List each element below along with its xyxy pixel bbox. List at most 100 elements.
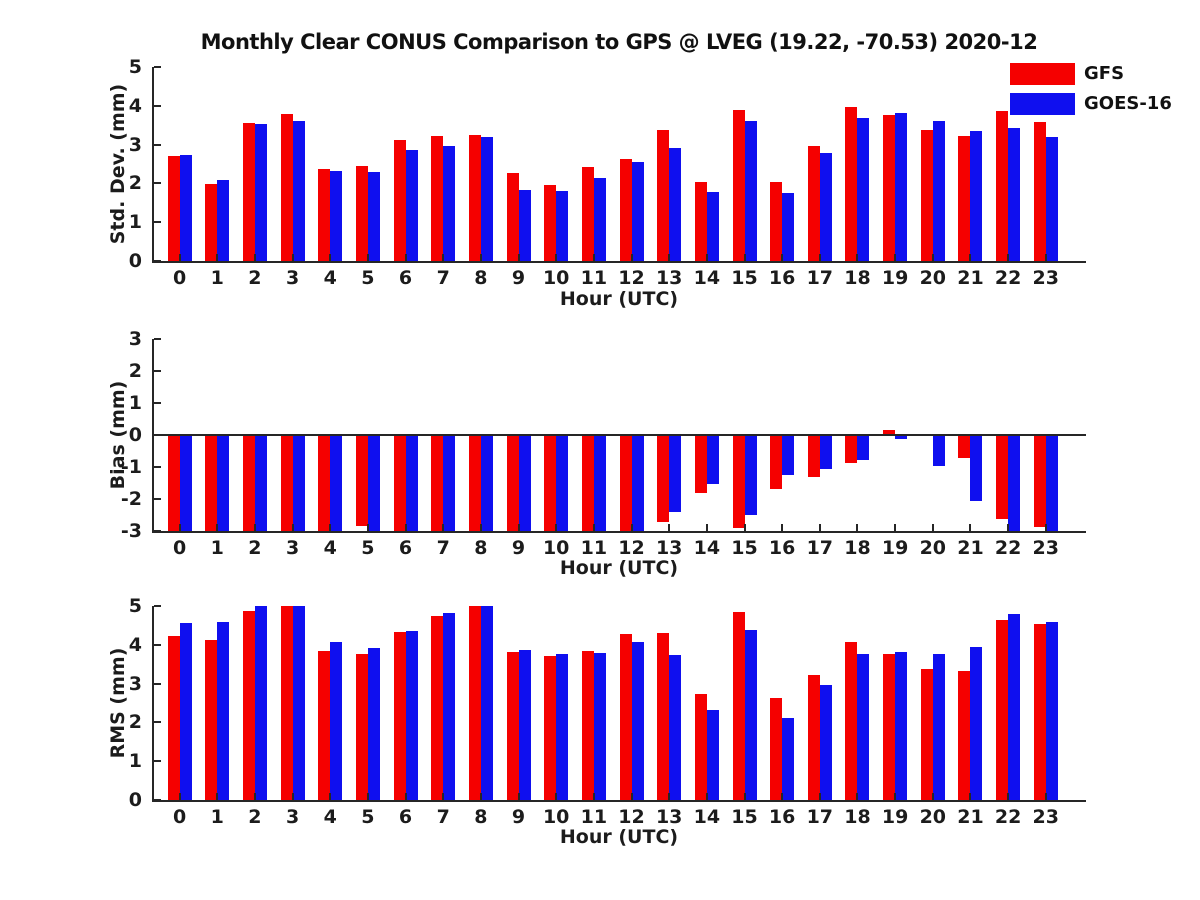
x-tick-label: 1 [210, 267, 224, 289]
y-tick-mark [154, 338, 161, 340]
bar-goes-16 [292, 606, 305, 800]
bar-gfs [807, 435, 820, 477]
bar-gfs [883, 115, 896, 261]
x-tick-mark [1044, 793, 1047, 800]
x-tick-label: 13 [655, 267, 683, 289]
x-tick-mark [253, 793, 256, 800]
bar-gfs [694, 694, 707, 800]
x-tick-mark [856, 524, 859, 531]
x-tick-mark [668, 524, 671, 531]
x-tick-mark [404, 793, 407, 800]
y-tick-mark [154, 260, 161, 262]
bar-goes-16 [706, 435, 719, 484]
y-tick-label: 5 [128, 595, 142, 617]
y-tick-mark [154, 721, 161, 724]
bar-gfs [770, 435, 783, 490]
bar-gfs [167, 636, 180, 800]
x-tick-mark [253, 254, 256, 261]
x-tick-label: 23 [1032, 806, 1059, 828]
y-tick-mark [154, 799, 161, 801]
x-tick-label: 3 [285, 267, 300, 289]
x-tick-mark [404, 524, 407, 531]
bar-goes-16 [292, 120, 305, 261]
y-tick-label: 0 [128, 250, 142, 272]
bar-gfs [807, 145, 820, 261]
bar-gfs [920, 129, 933, 261]
bar-goes-16 [857, 435, 870, 460]
bar-gfs [732, 435, 745, 528]
x-tick-mark [329, 524, 332, 531]
x-tick-label: 15 [731, 806, 758, 828]
plot-area-rms: 0 1 2 3 4 5 0 1 2 3 4 5 6 7 8 9 10 11 12 13 14 15 16 17 18 19 20 21… [129, 595, 1086, 828]
bar-goes-16 [254, 606, 267, 800]
bar-goes-16 [782, 435, 795, 475]
y-tick-label: 4 [128, 94, 142, 117]
x-tick-label: 21 [957, 537, 984, 559]
x-tick-label: 7 [436, 806, 450, 828]
x-tick-label: 4 [323, 267, 337, 289]
plot-area-bias: -3 -2 -1 0 1 2 3 0 1 2 3 4 5 6 7 8 9 10 11 12 13 14 15 16 17 18 19… [121, 328, 1086, 559]
x-tick-mark [442, 793, 445, 800]
y-tick-mark [154, 143, 161, 146]
x-tick-label: 11 [580, 806, 608, 828]
bar-goes-16 [443, 612, 456, 800]
bar-goes-16 [443, 145, 456, 261]
x-tick-label: 5 [361, 537, 375, 559]
bar-gfs [205, 184, 218, 261]
bar-goes-16 [367, 171, 380, 261]
y-tick-label: 2 [128, 711, 142, 734]
bar-gfs [920, 669, 933, 800]
bar-goes-16 [480, 606, 493, 800]
x-tick-mark [329, 254, 332, 261]
x-tick-mark [329, 793, 332, 800]
x-tick-label: 17 [806, 537, 834, 559]
x-tick-mark [366, 793, 369, 800]
bar-gfs [431, 135, 444, 261]
bar-gfs [242, 123, 255, 261]
bar-gfs [431, 615, 444, 800]
bar-gfs [393, 139, 406, 261]
x-tick-label: 19 [881, 806, 909, 828]
y-tick-label: -1 [120, 456, 142, 478]
y-tick-mark [154, 498, 161, 500]
bar-gfs [619, 435, 632, 531]
x-tick-mark [931, 524, 934, 531]
x-tick-mark [969, 524, 972, 531]
x-tick-label: 16 [768, 806, 796, 828]
y-tick-label: 3 [128, 672, 142, 695]
x-tick-mark [517, 254, 520, 261]
x-tick-mark [894, 793, 897, 800]
bar-goes-16 [1008, 613, 1021, 800]
bar-gfs [619, 158, 632, 261]
y-tick-label: 2 [128, 172, 142, 195]
bar-gfs [167, 435, 180, 531]
bar-goes-16 [518, 435, 531, 531]
x-tick-mark [1007, 254, 1010, 261]
x-tick-label: 0 [172, 267, 187, 289]
plot-area-std-dev: 0 1 2 3 4 5 0 1 2 3 4 5 6 7 8 9 10 11 12 13 14 15 16 17 18 19 20 21… [129, 56, 1086, 289]
bar-gfs [242, 435, 255, 531]
bar-goes-16 [217, 621, 230, 800]
bar-goes-16 [443, 435, 456, 531]
bar-gfs [355, 165, 368, 261]
x-tick-mark [517, 793, 520, 800]
bar-goes-16 [330, 642, 343, 800]
x-tick-label: 9 [511, 806, 526, 828]
x-tick-label: 9 [511, 267, 526, 289]
x-tick-label: 18 [844, 267, 871, 289]
x-tick-mark [818, 793, 821, 800]
bar-goes-16 [669, 655, 682, 800]
bar-goes-16 [970, 435, 983, 502]
bar-gfs [355, 654, 368, 800]
bar-goes-16 [744, 630, 757, 800]
bar-gfs [280, 114, 293, 261]
x-tick-label: 15 [731, 267, 758, 289]
x-tick-label: 8 [474, 806, 488, 828]
x-tick-label: 16 [768, 267, 796, 289]
x-tick-label: 0 [172, 806, 187, 828]
x-tick-label: 19 [881, 537, 909, 559]
bar-gfs [431, 435, 444, 531]
x-tick-label: 6 [398, 537, 413, 559]
bar-goes-16 [405, 630, 418, 800]
